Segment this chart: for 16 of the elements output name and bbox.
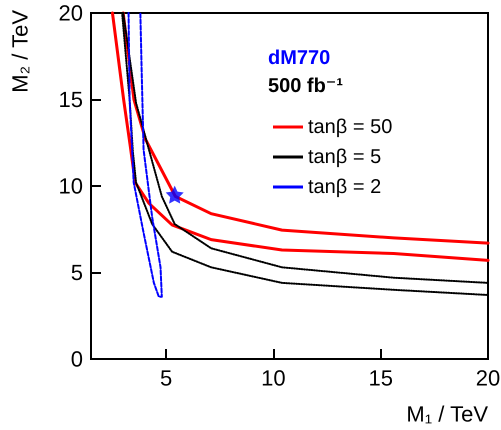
annotation: dM770 bbox=[268, 47, 330, 69]
x-tick-label: 5 bbox=[160, 366, 172, 390]
legend-label: tanβ = 50 bbox=[308, 116, 392, 138]
y-tick-label: 0 bbox=[70, 346, 83, 372]
y-tick-label: 15 bbox=[58, 87, 83, 112]
y-tick-label: 5 bbox=[70, 260, 83, 285]
x-tick-label: 15 bbox=[368, 366, 393, 390]
legend-label: tanβ = 2 bbox=[308, 176, 382, 198]
legend-label: tanβ = 5 bbox=[308, 146, 382, 168]
y-tick-label: 20 bbox=[58, 0, 83, 26]
x-tick-label: 20 bbox=[476, 366, 500, 390]
annotation: 500 fb⁻¹ bbox=[268, 75, 344, 97]
x-tick-label: 10 bbox=[261, 366, 286, 390]
y-axis-title: M₂ / TeV bbox=[8, 10, 32, 93]
y-tick-label: 10 bbox=[58, 174, 83, 198]
x-axis-title: M₁ / TeV bbox=[406, 402, 488, 426]
